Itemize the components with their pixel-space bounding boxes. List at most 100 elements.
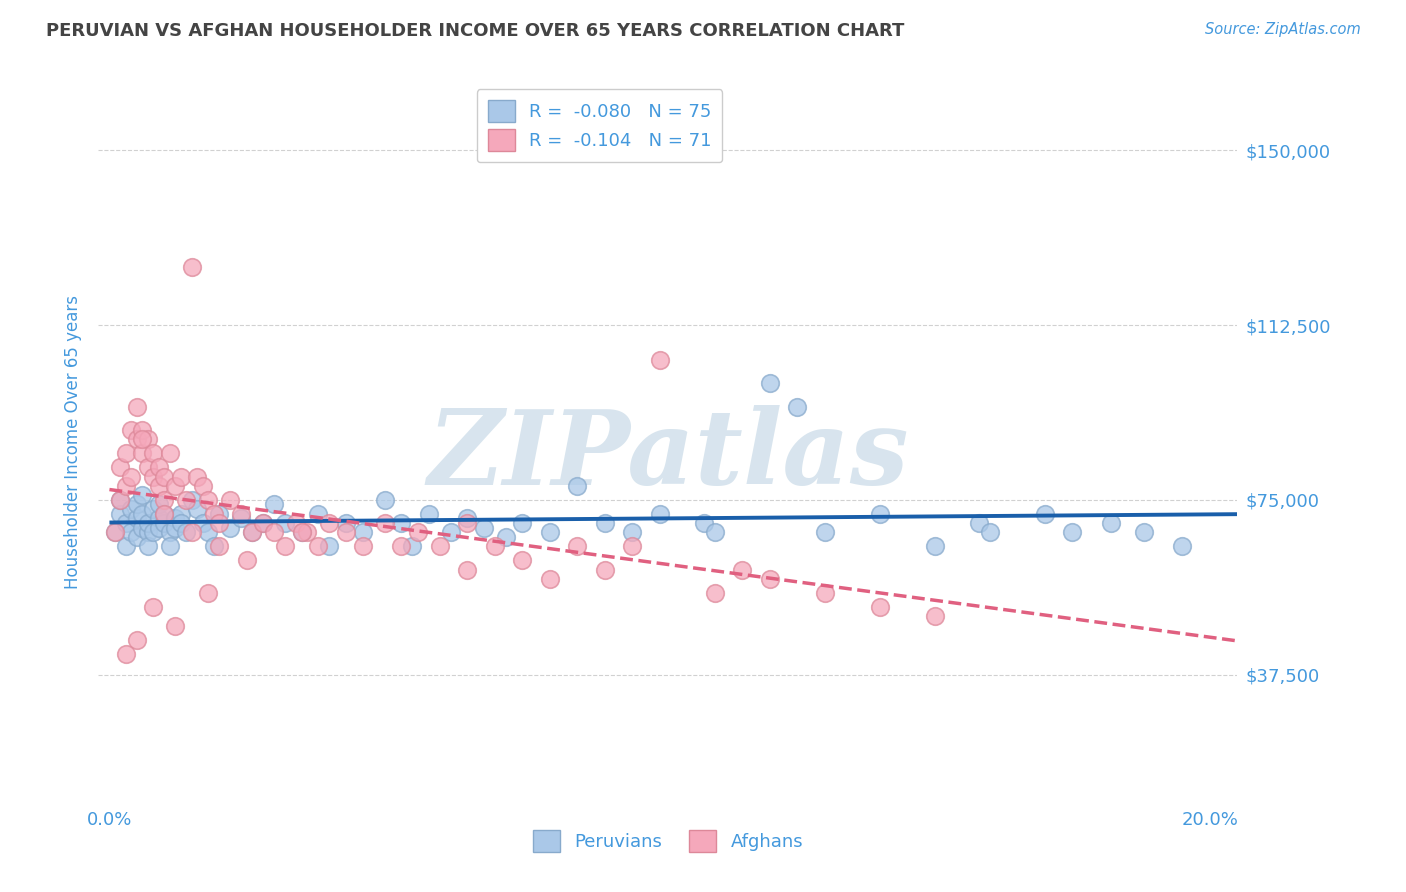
Point <box>186 502 208 516</box>
Point <box>593 516 616 530</box>
Point <box>456 511 478 525</box>
Point <box>758 376 780 391</box>
Point <box>125 530 148 544</box>
Point <box>565 479 588 493</box>
Point <box>202 507 225 521</box>
Point <box>219 492 242 507</box>
Point <box>115 647 138 661</box>
Point <box>186 469 208 483</box>
Point <box>456 516 478 530</box>
Point <box>110 492 132 507</box>
Point <box>131 423 153 437</box>
Point <box>120 525 142 540</box>
Point <box>110 507 132 521</box>
Point <box>197 492 219 507</box>
Point <box>429 540 451 554</box>
Point <box>236 553 259 567</box>
Point <box>191 479 214 493</box>
Legend: Peruvians, Afghans: Peruvians, Afghans <box>526 822 810 859</box>
Point <box>621 525 644 540</box>
Point <box>510 516 533 530</box>
Point <box>538 525 561 540</box>
Point <box>159 446 181 460</box>
Point <box>136 516 159 530</box>
Point <box>352 540 374 554</box>
Point <box>335 516 357 530</box>
Point <box>924 540 946 554</box>
Point <box>197 525 219 540</box>
Point <box>291 525 314 540</box>
Text: PERUVIAN VS AFGHAN HOUSEHOLDER INCOME OVER 65 YEARS CORRELATION CHART: PERUVIAN VS AFGHAN HOUSEHOLDER INCOME OV… <box>46 22 905 40</box>
Point <box>131 521 153 535</box>
Point <box>252 516 274 530</box>
Point <box>131 446 153 460</box>
Point <box>136 525 159 540</box>
Text: Source: ZipAtlas.com: Source: ZipAtlas.com <box>1205 22 1361 37</box>
Point <box>115 540 138 554</box>
Point <box>352 525 374 540</box>
Point <box>170 507 193 521</box>
Point <box>472 521 495 535</box>
Point <box>406 525 429 540</box>
Point <box>401 540 423 554</box>
Point <box>104 525 127 540</box>
Point <box>318 540 340 554</box>
Point <box>125 432 148 446</box>
Point <box>219 521 242 535</box>
Point <box>786 400 808 414</box>
Point <box>165 479 187 493</box>
Point <box>120 502 142 516</box>
Point <box>389 540 412 554</box>
Point <box>148 460 170 475</box>
Point <box>242 525 264 540</box>
Point <box>181 525 204 540</box>
Point <box>758 572 780 586</box>
Point <box>181 492 204 507</box>
Point <box>1033 507 1056 521</box>
Point <box>159 525 181 540</box>
Point <box>1062 525 1084 540</box>
Point <box>318 516 340 530</box>
Point <box>979 525 1001 540</box>
Point <box>967 516 990 530</box>
Point <box>142 502 165 516</box>
Point <box>136 432 159 446</box>
Point <box>115 479 138 493</box>
Point <box>538 572 561 586</box>
Point <box>703 586 725 600</box>
Point <box>153 492 176 507</box>
Point <box>170 516 193 530</box>
Point <box>510 553 533 567</box>
Point <box>308 507 330 521</box>
Point <box>165 521 187 535</box>
Point <box>621 540 644 554</box>
Point <box>115 446 138 460</box>
Point <box>165 618 187 632</box>
Point <box>814 586 837 600</box>
Point <box>125 632 148 647</box>
Point <box>373 516 395 530</box>
Point <box>703 525 725 540</box>
Point <box>104 525 127 540</box>
Point <box>125 511 148 525</box>
Point <box>274 516 297 530</box>
Point <box>110 492 132 507</box>
Y-axis label: Householder Income Over 65 years: Householder Income Over 65 years <box>63 294 82 589</box>
Point <box>197 586 219 600</box>
Point <box>869 600 891 615</box>
Point <box>142 600 165 615</box>
Point <box>869 507 891 521</box>
Point <box>142 469 165 483</box>
Point <box>263 525 285 540</box>
Point <box>165 511 187 525</box>
Point <box>1171 540 1194 554</box>
Point <box>125 498 148 512</box>
Point <box>153 516 176 530</box>
Point <box>648 507 671 521</box>
Point <box>110 460 132 475</box>
Point <box>692 516 714 530</box>
Point <box>208 516 231 530</box>
Point <box>153 469 176 483</box>
Point <box>159 540 181 554</box>
Point <box>170 469 193 483</box>
